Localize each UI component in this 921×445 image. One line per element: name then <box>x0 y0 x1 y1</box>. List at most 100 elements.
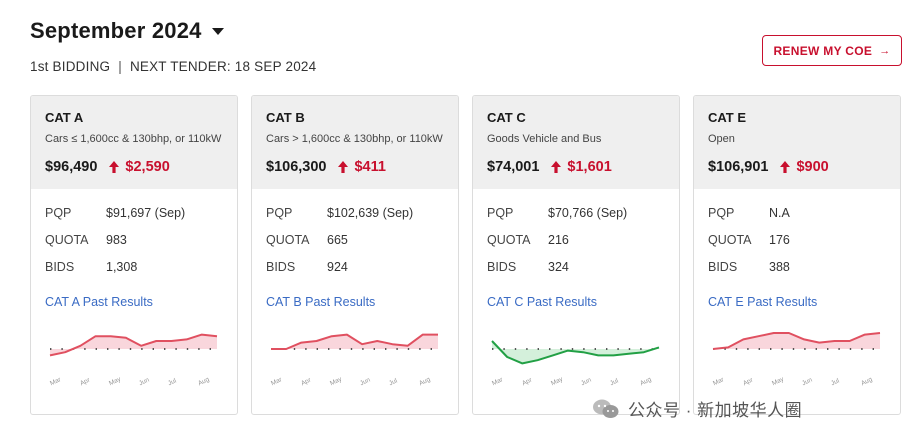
category-name: CAT C <box>487 110 526 125</box>
stat-label: PQP <box>708 206 735 220</box>
change-amount: $1,601 <box>567 159 612 175</box>
sparkline-line <box>271 333 438 350</box>
past-results-link-cat-b[interactable]: CAT B Past Results <box>266 295 376 309</box>
card-stats: PQP N.A QUOTA 176 BIDS 388 CAT E Past Re… <box>694 189 900 309</box>
premium-change: $1,601 <box>551 159 612 175</box>
bidding-round: 1st BIDDING <box>30 59 111 74</box>
stat-row: BIDS 924 <box>266 260 444 287</box>
stat-label: QUOTA <box>266 233 310 247</box>
card-cat-e: CAT E Open $106,901 $900 PQP N.A QU <box>693 95 901 415</box>
stat-row: BIDS 1,308 <box>45 260 223 287</box>
card-stats: PQP $70,766 (Sep) QUOTA 216 BIDS 324 CAT… <box>473 189 679 309</box>
sparkline-chart <box>712 332 881 350</box>
stat-value: 388 <box>769 260 790 274</box>
month-label: Jul <box>609 377 620 388</box>
stat-value: 924 <box>327 260 348 274</box>
renew-button-label: RENEW MY COE <box>773 43 873 58</box>
stat-value: $91,697 (Sep) <box>106 206 186 220</box>
stat-value: 665 <box>327 233 348 247</box>
premium-change: $900 <box>780 159 829 175</box>
stat-label: QUOTA <box>487 233 531 247</box>
month-label: Aug <box>859 376 873 388</box>
change-amount: $900 <box>796 159 829 175</box>
month-label: May <box>771 375 786 388</box>
month-label: Jul <box>167 377 178 388</box>
card-cat-b: CAT B Cars > 1,600cc & 130bhp, or 110kW … <box>251 95 459 415</box>
arrow-right-icon: → <box>879 44 891 57</box>
price-row: $74,001 $1,601 <box>487 159 665 175</box>
month-axis: Mar Apr May Jun Jul Aug <box>708 375 888 389</box>
month-label: Aug <box>638 376 652 388</box>
month-label: May <box>108 375 123 388</box>
sparkline-line <box>491 340 660 365</box>
up-arrow-icon <box>338 161 349 173</box>
stat-row: PQP $91,697 (Sep) <box>45 206 223 233</box>
month-label: Apr <box>299 376 312 388</box>
wechat-icon <box>593 399 619 418</box>
change-amount: $411 <box>354 159 386 175</box>
sparkline-area <box>50 334 217 356</box>
stat-row: BIDS 388 <box>708 260 886 287</box>
sparkline-line <box>49 333 218 357</box>
up-arrow-icon <box>780 161 791 173</box>
current-premium: $96,490 <box>45 159 98 175</box>
sparkline-chart <box>270 333 439 350</box>
category-description: Cars ≤ 1,600cc & 130bhp, or 110kW <box>45 133 222 145</box>
next-tender: NEXT TENDER: 18 SEP 2024 <box>129 59 317 74</box>
stat-value: 983 <box>106 233 127 247</box>
stat-value: 324 <box>548 260 569 274</box>
stat-value: $70,766 (Sep) <box>548 206 628 220</box>
stat-label: BIDS <box>266 260 296 274</box>
sparkline-line <box>712 332 881 350</box>
month-label: Jun <box>358 376 371 388</box>
category-name: CAT B <box>266 110 305 125</box>
change-amount: $2,590 <box>125 159 170 175</box>
sparkline-chart <box>49 333 218 357</box>
card-cat-c: CAT C Goods Vehicle and Bus $74,001 $1,6… <box>472 95 680 415</box>
month-label: Mar <box>712 376 726 388</box>
stat-label: BIDS <box>45 260 75 274</box>
current-premium: $106,901 <box>708 159 769 175</box>
card-summary: CAT A Cars ≤ 1,600cc & 130bhp, or 110kW … <box>31 96 237 189</box>
month-axis: Mar Apr May Jun Jul Aug <box>487 375 667 389</box>
month-label: May <box>550 375 565 388</box>
stat-value: 176 <box>769 233 790 247</box>
watermark-text: 公众号 · 新加坡华人圈 <box>628 401 803 420</box>
past-results-link-cat-e[interactable]: CAT E Past Results <box>708 295 818 309</box>
month-label: Apr <box>78 376 91 388</box>
month-label: Apr <box>520 376 533 388</box>
month-label: Jun <box>800 376 813 388</box>
card-cat-a: CAT A Cars ≤ 1,600cc & 130bhp, or 110kW … <box>30 95 238 415</box>
renew-my-coe-button[interactable]: RENEW MY COE → <box>762 35 902 66</box>
up-arrow-icon <box>109 161 120 173</box>
past-results-link-cat-a[interactable]: CAT A Past Results <box>45 295 153 309</box>
month-label: Aug <box>417 376 431 388</box>
chevron-down-icon[interactable] <box>211 27 224 35</box>
month-label: Apr <box>741 376 754 388</box>
current-premium: $106,300 <box>266 159 327 175</box>
premium-change: $411 <box>338 159 386 175</box>
premium-change: $2,590 <box>109 159 170 175</box>
stat-value: N.A <box>769 206 790 220</box>
month-selector[interactable]: September 2024 <box>30 18 316 44</box>
month-label: Mar <box>270 376 284 388</box>
month-axis: Mar Apr May Jun Jul Aug <box>45 375 225 389</box>
category-name: CAT E <box>708 110 747 125</box>
category-description: Open <box>708 133 735 145</box>
past-results-link-cat-c[interactable]: CAT C Past Results <box>487 295 597 309</box>
month-label: Mar <box>49 376 63 388</box>
stat-value: 1,308 <box>106 260 138 274</box>
month-label: Aug <box>196 376 210 388</box>
stat-label: PQP <box>45 206 72 220</box>
page-title: September 2024 <box>30 18 202 43</box>
card-summary: CAT C Goods Vehicle and Bus $74,001 $1,6… <box>473 96 679 189</box>
watermark: 公众号 · 新加坡华人圈 <box>592 396 802 421</box>
sparkline-chart <box>491 340 660 365</box>
stat-value: $102,639 (Sep) <box>327 206 414 220</box>
price-row: $106,901 $900 <box>708 159 886 175</box>
month-label: Jun <box>579 376 592 388</box>
stat-label: QUOTA <box>45 233 89 247</box>
month-axis: Mar Apr May Jun Jul Aug <box>266 375 446 389</box>
stat-label: BIDS <box>708 260 738 274</box>
stat-row: PQP $102,639 (Sep) <box>266 206 444 233</box>
